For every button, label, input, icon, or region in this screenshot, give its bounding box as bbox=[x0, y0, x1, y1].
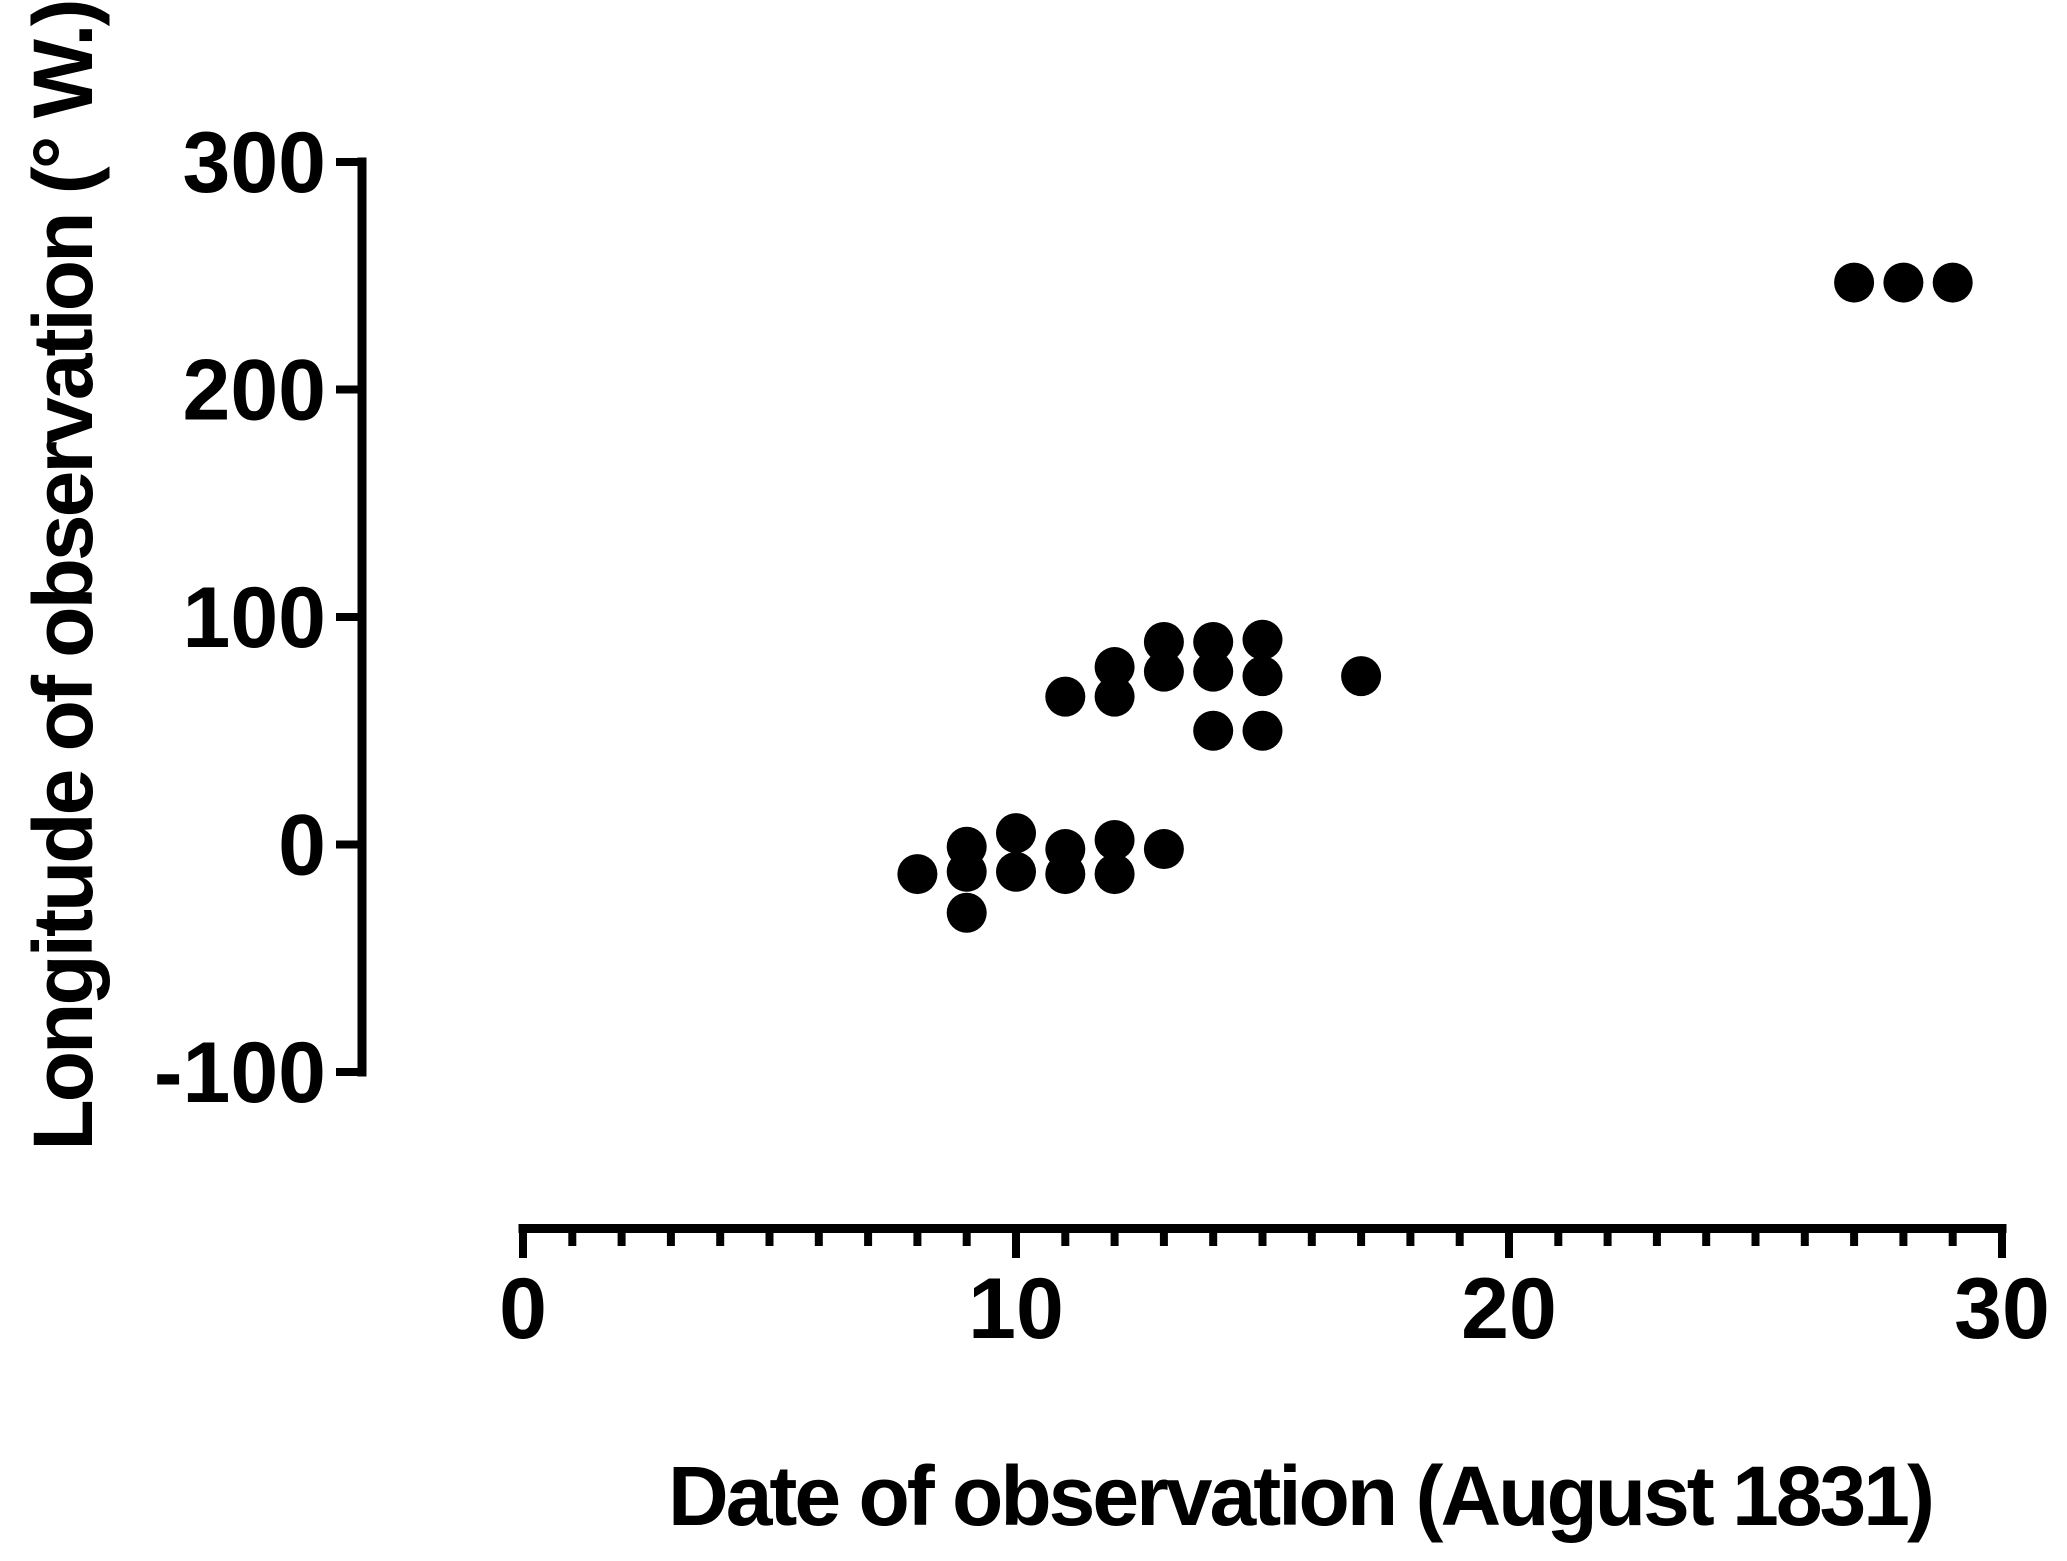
data-point bbox=[1341, 656, 1382, 697]
x-tick-label: 10 bbox=[968, 1261, 1064, 1357]
y-ticks-group bbox=[336, 158, 362, 1076]
data-point bbox=[1193, 651, 1234, 692]
data-point bbox=[1883, 262, 1924, 303]
data-point bbox=[996, 813, 1036, 854]
y-tick-labels-group: 300 200 100 0 -100 bbox=[154, 115, 326, 1121]
x-axis-title: Date of observation (August 1831) bbox=[668, 1449, 1932, 1543]
data-point bbox=[1094, 676, 1135, 717]
data-point bbox=[1834, 262, 1875, 303]
data-point bbox=[1045, 676, 1086, 717]
x-tick-labels-group: 0 10 20 30 bbox=[499, 1261, 2050, 1357]
x-ticks-group bbox=[519, 1224, 2006, 1258]
data-point bbox=[1143, 622, 1184, 663]
data-point bbox=[996, 851, 1036, 892]
data-point bbox=[1143, 651, 1184, 692]
data-point bbox=[1094, 854, 1135, 895]
data-point bbox=[1242, 656, 1283, 697]
y-tick-label: 200 bbox=[183, 343, 327, 439]
y-tick-label: 100 bbox=[183, 570, 327, 666]
data-point bbox=[1932, 262, 1973, 303]
data-point bbox=[1193, 622, 1234, 663]
data-point bbox=[1045, 854, 1086, 895]
y-axis-title: Longitude of observation (° W.) bbox=[16, 1, 110, 1150]
y-tick-label: 0 bbox=[278, 798, 326, 894]
y-tick-label: -100 bbox=[154, 1025, 326, 1121]
x-tick-label: 0 bbox=[499, 1261, 547, 1357]
x-tick-label: 30 bbox=[1954, 1261, 2050, 1357]
data-point bbox=[946, 892, 987, 933]
x-tick-label: 20 bbox=[1461, 1261, 1557, 1357]
data-points-group bbox=[897, 262, 1973, 933]
data-point bbox=[1094, 647, 1135, 688]
data-point bbox=[897, 854, 938, 895]
y-tick-label: 300 bbox=[183, 115, 327, 211]
data-point bbox=[1143, 829, 1184, 870]
data-point bbox=[946, 851, 987, 892]
y-axis: 300 200 100 0 -100 Longitude of observation … bbox=[16, 1, 367, 1151]
x-axis: 0 10 20 30 Date of observation (August 1831… bbox=[499, 1224, 2050, 1543]
data-point bbox=[1193, 710, 1234, 751]
data-point bbox=[1242, 710, 1283, 751]
data-point bbox=[1094, 819, 1135, 860]
data-point bbox=[1242, 619, 1283, 660]
